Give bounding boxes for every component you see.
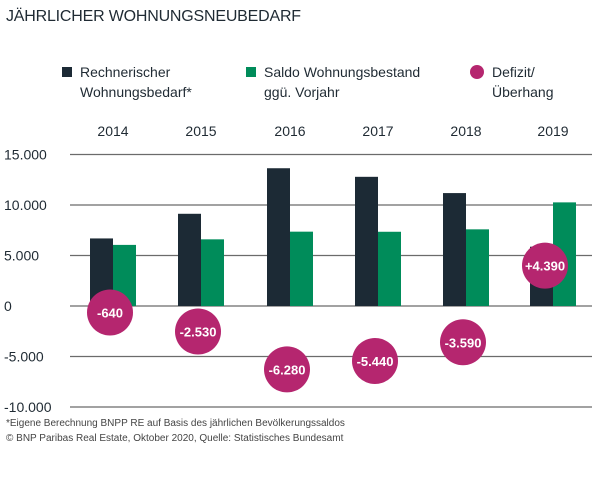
- footnote: *Eigene Berechnung BNPP RE auf Basis des…: [6, 418, 345, 429]
- bubble-defizit: [175, 308, 221, 355]
- y-tick-label: -10.000: [4, 399, 52, 415]
- x-tick-label: 2017: [362, 123, 393, 139]
- y-tick-label: -5.000: [4, 349, 44, 365]
- legend-label: ggü. Vorjahr: [264, 84, 340, 100]
- x-tick-label: 2015: [185, 123, 216, 139]
- y-tick-label: 15.000: [4, 147, 47, 163]
- legend-label: Rechnerischer: [80, 64, 171, 80]
- legend-label: Überhang: [492, 84, 554, 100]
- y-tick-label: 10.000: [4, 197, 47, 213]
- chart-title: JÄHRLICHER WOHNUNGSNEUBEDARF: [6, 8, 301, 25]
- bubble-defizit: [352, 337, 398, 384]
- legend-swatch-dark: [62, 67, 72, 77]
- bubble-label: -2.530: [180, 325, 217, 340]
- bubble-label: -5.440: [357, 354, 394, 369]
- bar-bedarf: [267, 168, 290, 306]
- legend-swatch-green: [246, 67, 256, 77]
- bubble-label: -3.590: [445, 335, 482, 350]
- legend-item-defizit: Defizit/Überhang: [470, 62, 554, 102]
- bar-saldo: [378, 231, 401, 306]
- bubble-label: -640: [97, 305, 123, 320]
- y-tick-label: 0: [4, 298, 12, 314]
- legend-item-saldo: Saldo Wohnungsbestand ggü. Vorjahr: [246, 62, 420, 102]
- bar-saldo: [466, 229, 489, 306]
- bubble-defizit: [522, 242, 568, 289]
- bar-bedarf: [178, 213, 201, 306]
- x-tick-label: 2016: [274, 123, 305, 139]
- bar-bedarf: [90, 238, 113, 306]
- bar-saldo: [290, 231, 313, 306]
- x-tick-label: 2019: [537, 123, 568, 139]
- bubble-label: -6.280: [269, 362, 306, 377]
- legend-label: Wohnungsbedarf*: [80, 84, 192, 100]
- legend-label: Saldo Wohnungsbestand: [264, 64, 421, 80]
- bar-bedarf: [443, 193, 466, 306]
- legend-item-bedarf: Rechnerischer Wohnungsbedarf*: [62, 62, 192, 102]
- source-note: © BNP Paribas Real Estate, Oktober 2020,…: [6, 433, 344, 444]
- bubble-defizit: [440, 319, 486, 366]
- bar-bedarf: [355, 176, 378, 306]
- legend-label: Defizit/: [492, 64, 535, 80]
- legend-swatch-magenta: [470, 65, 484, 79]
- bar-saldo: [113, 244, 136, 306]
- bubble-defizit: [87, 289, 133, 336]
- bar-saldo: [201, 239, 224, 306]
- y-tick-label: 5.000: [4, 248, 39, 264]
- x-tick-label: 2014: [97, 123, 128, 139]
- bubble-label: +4.390: [525, 259, 565, 274]
- bubble-defizit: [264, 346, 310, 393]
- x-tick-label: 2018: [450, 123, 481, 139]
